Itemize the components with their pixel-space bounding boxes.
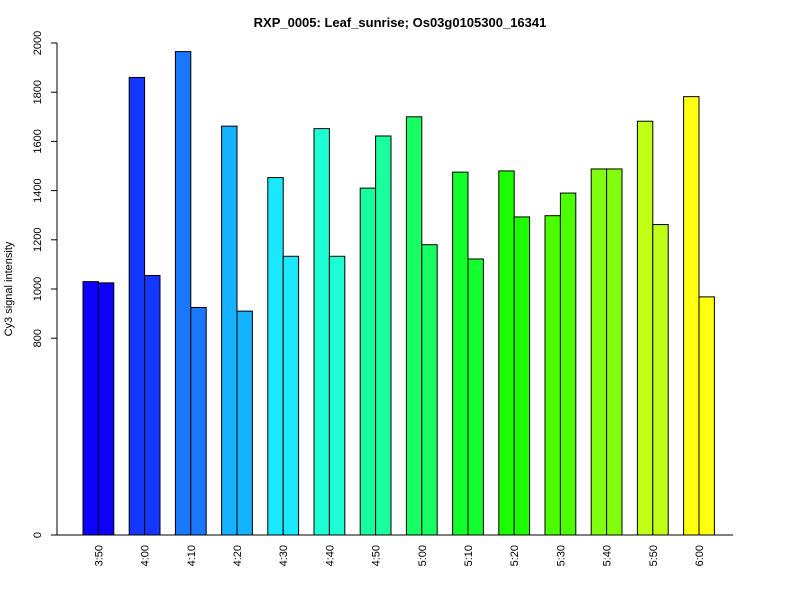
bar-550-s1 <box>636 120 654 536</box>
x-tick-label: 5:10 <box>463 545 475 566</box>
bar-550-s2 <box>652 224 669 536</box>
y-axis-label: Cy3 signal intensity <box>3 241 15 336</box>
bar-410-s1 <box>174 51 192 536</box>
bar-510-s1 <box>452 171 469 536</box>
bar-540-s2 <box>606 168 623 536</box>
y-tick-label: 1000 <box>32 277 44 301</box>
y-tick-label: 2000 <box>32 31 44 55</box>
y-tick-label: 800 <box>32 329 44 347</box>
bar-600-s1 <box>683 96 700 536</box>
x-tick-label: 5:40 <box>602 545 614 566</box>
x-tick-labels: 3:50 4:00 4:10 4:20 4:30 4:40 4:50 5:00 5:10 5:20… <box>93 545 706 566</box>
bar-520-s1 <box>498 170 515 536</box>
y-ticks: 0 800 1000 1200 1400 1600 1800 2000 <box>32 31 57 538</box>
y-tick-label: 1800 <box>32 80 44 104</box>
x-tick-label: 5:50 <box>648 545 660 566</box>
x-tick-label: 4:40 <box>324 545 336 566</box>
x-tick-label: 4:50 <box>371 545 383 566</box>
bar-440-s1 <box>313 128 330 536</box>
x-tick-label: 4:20 <box>232 545 244 566</box>
chart-title: RXP_0005: Leaf_sunrise; Os03g0105300_163… <box>254 15 547 30</box>
y-tick-label: 1200 <box>32 228 44 252</box>
bar-350-s1 <box>82 281 99 536</box>
bar-450-s1 <box>359 187 377 536</box>
bar-400-s2 <box>144 274 161 536</box>
bar-530-s2 <box>559 192 577 536</box>
x-tick-label: 3:50 <box>93 545 105 566</box>
bar-500-s1 <box>405 116 423 536</box>
y-tick-label: 1400 <box>32 178 44 202</box>
bar-600-s2 <box>698 296 715 536</box>
y-tick-label: 0 <box>32 532 44 538</box>
y-tick-label: 1600 <box>32 129 44 153</box>
x-tick-label: 5:20 <box>509 545 521 566</box>
bar-530-s1 <box>544 215 561 536</box>
x-tick-label: 4:10 <box>186 545 198 566</box>
bar-400-s1 <box>128 76 146 536</box>
x-tick-label: 4:00 <box>140 545 152 566</box>
bar-540-s1 <box>590 168 608 536</box>
bar-440-s2 <box>328 255 346 536</box>
x-tick-label: 4:30 <box>278 545 290 566</box>
bar-410-s2 <box>190 306 207 536</box>
bar-430-s1 <box>267 177 284 536</box>
bar-500-s2 <box>421 244 438 536</box>
bar-420-s1 <box>221 125 238 536</box>
x-tick-label: 5:00 <box>417 545 429 566</box>
x-tick-label: 6:00 <box>694 545 706 566</box>
bar-450-s2 <box>375 135 392 536</box>
bars <box>82 51 715 536</box>
bar-420-s2 <box>236 310 253 536</box>
bar-510-s2 <box>467 258 484 536</box>
bar-520-s2 <box>513 216 531 536</box>
bar-430-s2 <box>282 255 300 536</box>
bar-350-s2 <box>97 282 115 536</box>
x-tick-label: 5:30 <box>555 545 567 566</box>
